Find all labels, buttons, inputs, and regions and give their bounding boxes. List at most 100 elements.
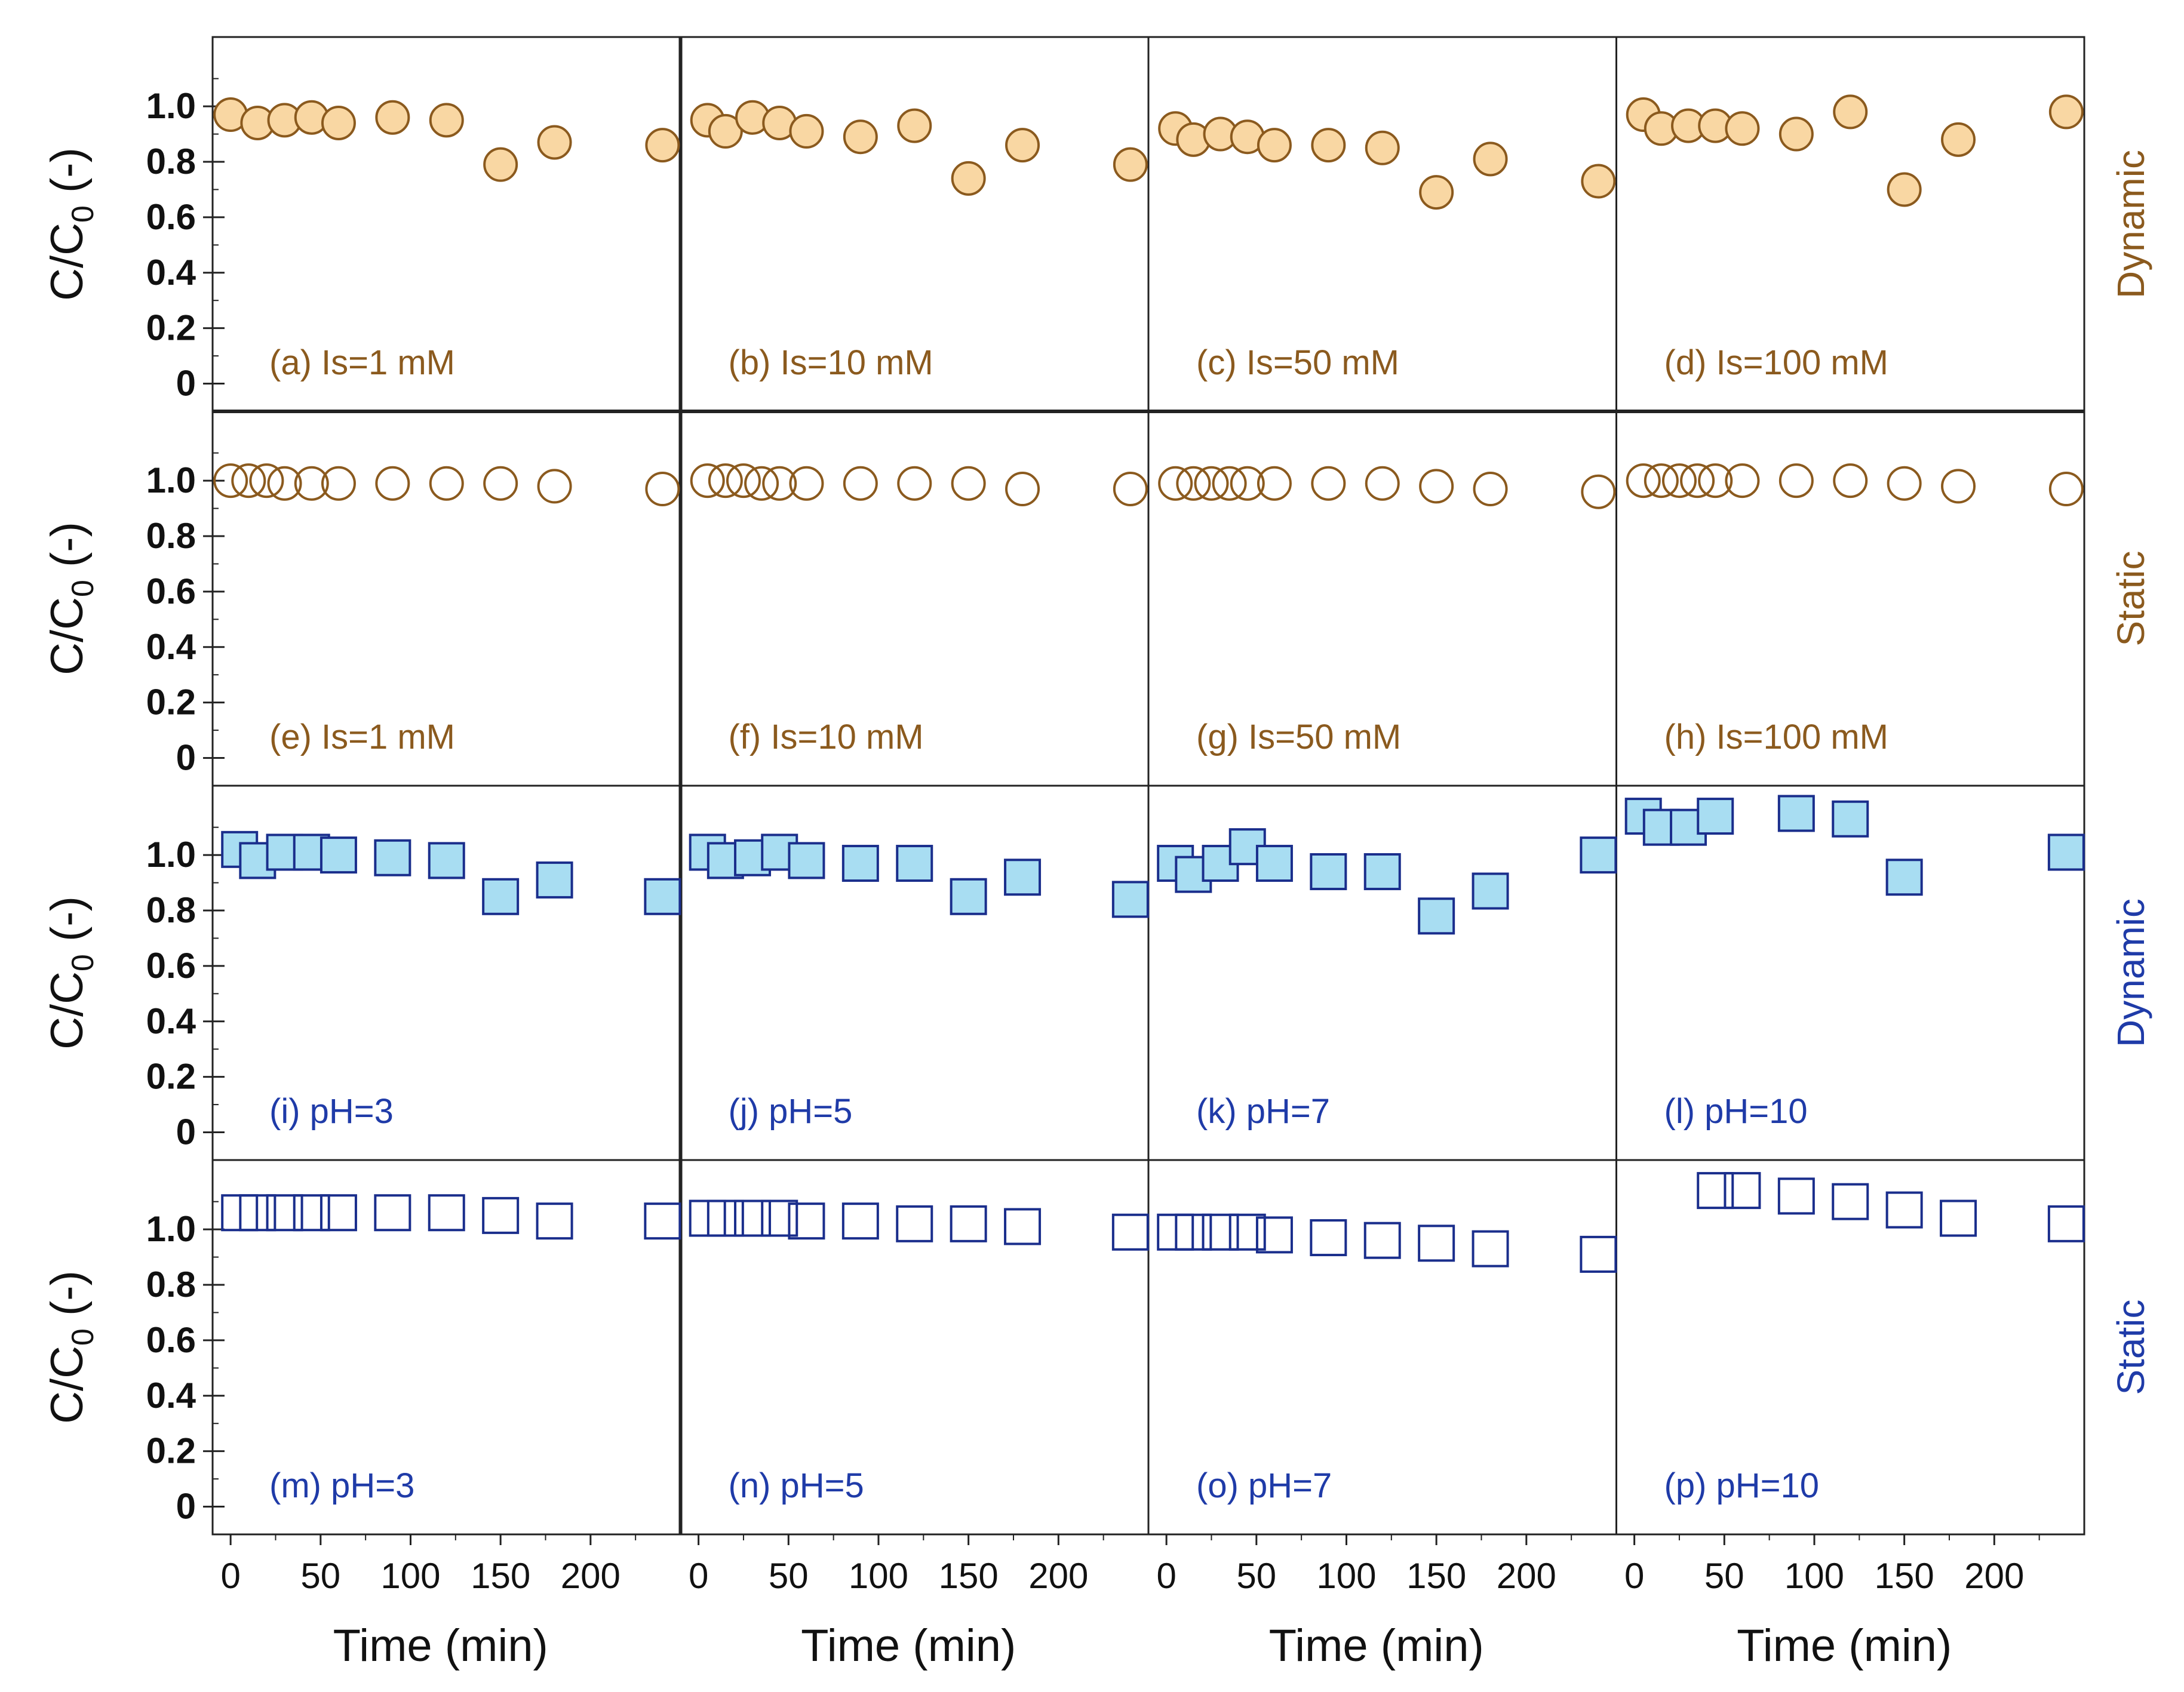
data-point-circle [951, 161, 986, 196]
panel-label: (f) Is=10 mM [729, 718, 924, 756]
x-tick-label: 200 [561, 1556, 621, 1596]
row-side-label: Dynamic [2109, 150, 2152, 299]
y-axis-title-unit: (-) [42, 522, 93, 580]
x-tick-label: 0 [1624, 1556, 1644, 1596]
y-axis-title-subscript: 0 [66, 1328, 100, 1346]
data-point-circle [1887, 172, 1922, 207]
data-point-square [428, 1194, 465, 1232]
data-point-circle [1113, 147, 1148, 182]
data-point-circle [1194, 466, 1229, 501]
data-point-circle [789, 113, 824, 149]
panel-label: (c) Is=50 mM [1196, 343, 1399, 382]
y-tick-label: 0.6 [146, 946, 196, 986]
data-point-square [293, 1194, 330, 1232]
data-point-square [374, 839, 411, 876]
panel-label: (h) Is=100 mM [1664, 718, 1889, 756]
data-point-circle [2048, 472, 2084, 507]
data-point-circle [789, 466, 824, 501]
x-tick-label: 150 [939, 1556, 999, 1596]
markers-layer [213, 94, 2085, 1273]
y-tick-label: 0.4 [146, 627, 196, 667]
data-point-circle [951, 466, 986, 501]
data-point-square [1004, 859, 1042, 896]
y-tick-label: 0.4 [146, 253, 196, 293]
data-point-circle [843, 466, 878, 501]
x-tick-label: 100 [1784, 1556, 1844, 1596]
data-point-square [1940, 1199, 1977, 1237]
data-point-circle [1644, 463, 1679, 499]
data-point-square [1580, 836, 1617, 874]
data-point-circle [1365, 466, 1400, 501]
y-tick-label: 0.2 [146, 682, 196, 722]
x-tick-label: 50 [769, 1556, 809, 1596]
data-point-square [1363, 1222, 1401, 1259]
data-point-circle [1941, 122, 1976, 157]
data-point-circle [483, 147, 518, 182]
data-point-square [1885, 859, 1923, 896]
x-tick-label: 150 [471, 1556, 530, 1596]
data-point-circle [1419, 469, 1454, 504]
y-tick-label: 0.6 [146, 197, 196, 237]
data-point-circle [1473, 141, 1508, 177]
y-axis-title-main: C/C [42, 1346, 93, 1424]
x-axis-title: Time (min) [1269, 1620, 1484, 1671]
data-point-square [950, 878, 987, 915]
data-point-square [761, 1199, 798, 1237]
x-tick-label: 200 [1497, 1556, 1556, 1596]
data-point-square [788, 842, 825, 879]
y-tick-label: 0 [176, 364, 196, 404]
x-tick-label: 150 [1406, 1556, 1466, 1596]
data-point-square [536, 1202, 573, 1240]
row-side-label: Dynamic [2109, 899, 2152, 1047]
panel-label: (l) pH=10 [1664, 1092, 1808, 1131]
data-point-square [707, 1199, 744, 1237]
y-axis-title: C/C0 (-) [42, 896, 100, 1050]
data-point-square [1832, 1183, 1869, 1220]
y-tick-label: 0.6 [146, 1320, 196, 1360]
x-tick-label: 200 [1964, 1556, 2024, 1596]
panel-label: (j) pH=5 [729, 1092, 853, 1131]
data-point-circle [1311, 466, 1346, 501]
y-tick-label: 1.0 [146, 86, 196, 126]
x-tick-label: 200 [1028, 1556, 1088, 1596]
panel-label: (o) pH=7 [1196, 1466, 1332, 1505]
y-tick-label: 0.2 [146, 1057, 196, 1097]
data-point-square [950, 1205, 987, 1242]
data-point-square [320, 836, 357, 874]
data-point-circle [1725, 111, 1760, 146]
data-point-square [1255, 845, 1293, 882]
data-point-square [2047, 1205, 2085, 1242]
data-point-square [1310, 853, 1347, 890]
panel-label: (i) pH=3 [269, 1092, 394, 1131]
y-tick-label: 0 [176, 738, 196, 778]
data-point-square [1111, 1213, 1149, 1251]
x-tick-label: 100 [380, 1556, 440, 1596]
data-point-square [1418, 897, 1455, 935]
data-point-square [1310, 1219, 1347, 1257]
y-tick-label: 0.6 [146, 571, 196, 611]
panel-label: (e) Is=1 mM [269, 718, 455, 756]
data-point-circle [762, 466, 797, 501]
y-tick-label: 0.2 [146, 308, 196, 348]
data-point-square [320, 1194, 357, 1232]
data-point-square [1777, 1177, 1815, 1215]
y-tick-label: 0.8 [146, 141, 196, 181]
data-point-circle [267, 466, 302, 501]
panel-label: (d) Is=100 mM [1664, 343, 1889, 382]
panel-label: (a) Is=1 mM [269, 343, 455, 382]
row-side-label: Static [2109, 1299, 2152, 1395]
panel-label: (n) pH=5 [729, 1466, 864, 1505]
y-tick-label: 0.4 [146, 1376, 196, 1416]
y-tick-label: 0.8 [146, 890, 196, 930]
data-point-square [1472, 872, 1509, 910]
data-point-circle [429, 103, 464, 138]
data-point-square [1228, 1213, 1266, 1251]
data-point-square [644, 878, 681, 915]
y-axis-title: C/C0 (-) [42, 147, 100, 301]
data-point-circle [231, 463, 266, 499]
data-point-circle [897, 108, 932, 143]
y-axis-title-main: C/C [42, 597, 93, 675]
data-point-square [1202, 1213, 1239, 1251]
data-point-circle [321, 105, 356, 140]
